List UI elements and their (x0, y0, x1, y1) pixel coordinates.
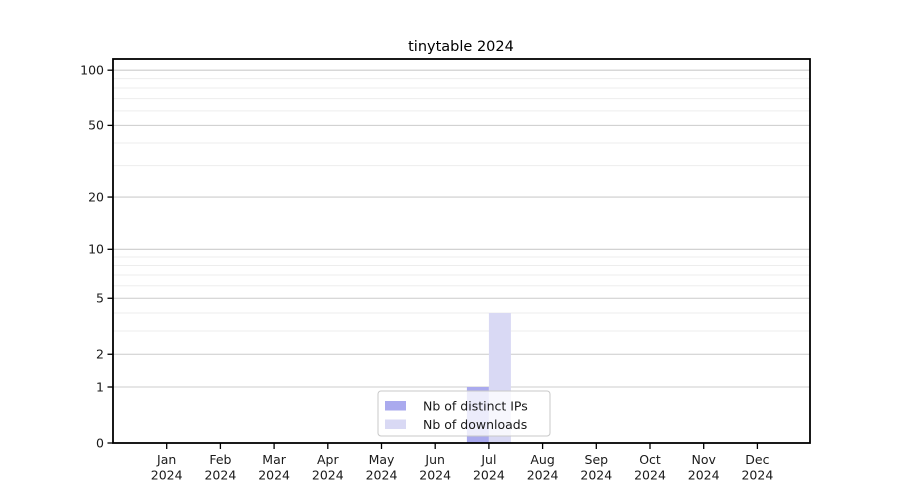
minor-gridlines (113, 78, 810, 332)
x-tick-label-month: Jun (424, 452, 445, 467)
x-tick-label-year: 2024 (580, 468, 612, 483)
x-tick-label-year: 2024 (366, 468, 398, 483)
x-tick-label-month: Feb (209, 452, 231, 467)
y-tick-label: 10 (88, 242, 104, 257)
x-tick-label-year: 2024 (151, 468, 183, 483)
x-tick-label-month: Oct (639, 452, 661, 467)
x-tick-label-year: 2024 (741, 468, 773, 483)
x-tick-label-year: 2024 (204, 468, 236, 483)
legend-box (377, 390, 551, 437)
legend-label: Nb of downloads (423, 417, 527, 432)
legend: Nb of distinct IPs Nb of downloads (377, 390, 551, 437)
plot-frame (112, 58, 811, 444)
x-tick-label-month: May (369, 452, 395, 467)
legend-swatch (385, 419, 406, 429)
x-tick-label-month: Nov (691, 452, 716, 467)
y-axis-ticks: 0 1 2 5 10 20 50 100 (80, 62, 113, 450)
y-tick-label: 1 (96, 379, 104, 394)
major-gridlines (113, 69, 810, 388)
x-tick-label-month: Aug (530, 452, 554, 467)
y-tick-label: 0 (96, 435, 104, 450)
x-axis-ticks: Jan2024Feb2024Mar2024Apr2024May2024Jun20… (151, 443, 773, 483)
x-tick-label-month: Dec (745, 452, 769, 467)
y-tick-label: 100 (80, 62, 104, 77)
x-tick-label-month: Jan (156, 452, 176, 467)
y-tick-label: 20 (88, 189, 104, 204)
x-tick-label-year: 2024 (634, 468, 666, 483)
y-tick-label: 5 (96, 291, 104, 306)
x-tick-label-month: Jul (480, 452, 496, 467)
x-tick-label-month: Sep (585, 452, 609, 467)
x-tick-label-year: 2024 (527, 468, 559, 483)
x-tick-label-year: 2024 (312, 468, 344, 483)
chart-title: tinytable 2024 (408, 39, 514, 55)
x-tick-label-month: Apr (317, 452, 339, 467)
x-tick-label-year: 2024 (419, 468, 451, 483)
y-tick-label: 2 (96, 347, 104, 362)
x-tick-label-month: Mar (262, 452, 286, 467)
x-tick-label-year: 2024 (473, 468, 505, 483)
x-tick-label-year: 2024 (688, 468, 720, 483)
legend-label: Nb of distinct IPs (423, 398, 528, 413)
y-tick-label: 50 (88, 118, 104, 133)
legend-swatch (385, 401, 406, 411)
x-tick-label-year: 2024 (258, 468, 290, 483)
